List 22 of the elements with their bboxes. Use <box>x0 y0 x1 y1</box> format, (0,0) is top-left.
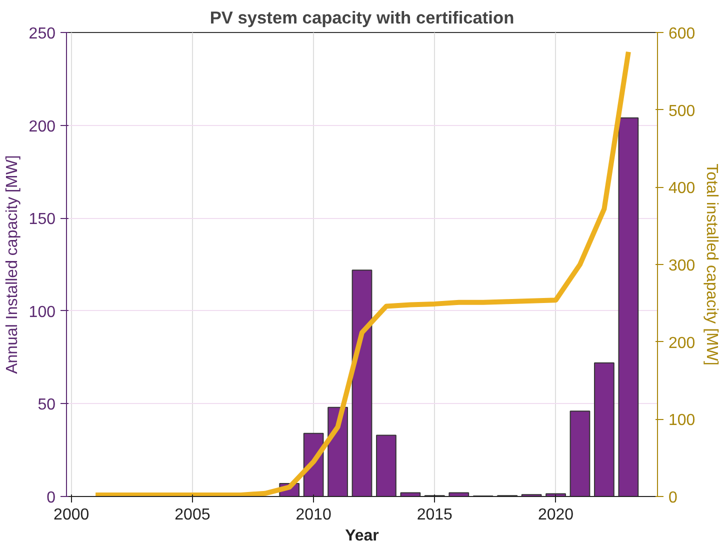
y-tick-label: 200 <box>28 118 56 136</box>
y2-tick-label: 100 <box>668 412 696 430</box>
y2-tick-label: 300 <box>668 258 696 274</box>
x-tick-label: 2015 <box>416 506 453 524</box>
y-tick-label: 0 <box>46 490 56 506</box>
y-axis-title: Annual Installed capacity [MW] <box>4 155 21 374</box>
y2-tick-label: 400 <box>668 180 696 198</box>
y2-axis-title: Total installed capacity [MW] <box>703 164 720 366</box>
chart-title: PV system capacity with certification <box>210 8 514 28</box>
x-tick-label: 2005 <box>174 506 210 524</box>
y-tick-label: 150 <box>28 211 56 228</box>
x-tick-label: 2010 <box>296 506 332 524</box>
y2-tick-label: 200 <box>668 334 696 352</box>
x-tick-label: 2020 <box>538 506 574 524</box>
y-tick-label: 250 <box>28 26 56 42</box>
y2-tick-label: 500 <box>668 102 696 120</box>
y-tick-label: 100 <box>28 304 56 321</box>
x-axis-title: Year <box>345 528 379 544</box>
y2-tick-label: 600 <box>668 26 696 42</box>
y-tick-label: 50 <box>38 396 56 414</box>
y2-tick-label: 0 <box>668 490 678 506</box>
x-tick-label: 2000 <box>54 506 90 524</box>
